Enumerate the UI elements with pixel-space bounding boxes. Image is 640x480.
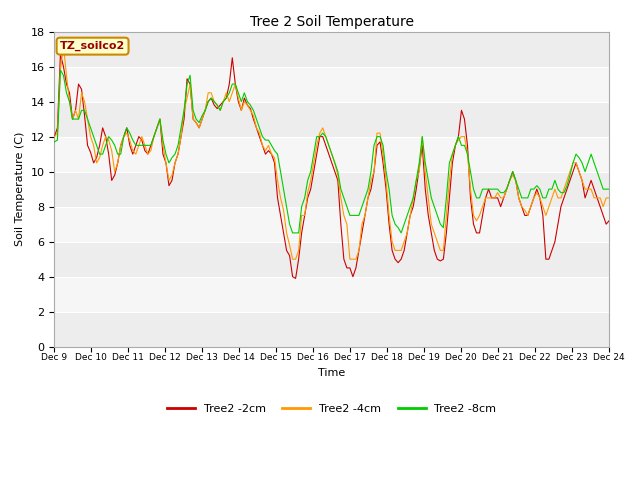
Tree2 -4cm	[60, 43, 67, 48]
Line: Tree2 -4cm: Tree2 -4cm	[54, 46, 609, 259]
Tree2 -4cm	[433, 239, 441, 244]
Bar	[54, 312, 609, 347]
Tree2 -4cm	[174, 151, 182, 157]
Tree2 -8cm	[171, 151, 179, 157]
Tree2 -4cm	[605, 195, 613, 201]
Tree2 -2cm	[174, 151, 182, 157]
Tree2 -8cm	[174, 143, 182, 148]
Tree2 -8cm	[515, 186, 523, 192]
Bar	[54, 172, 609, 207]
Bar	[54, 241, 609, 276]
Tree2 -2cm	[285, 253, 293, 259]
Tree2 -8cm	[433, 213, 441, 218]
Bar	[54, 102, 609, 137]
Tree2 -2cm	[433, 256, 441, 262]
Tree2 -4cm	[289, 256, 296, 262]
Bar	[54, 207, 609, 241]
Bar	[54, 137, 609, 172]
Tree2 -2cm	[141, 148, 148, 154]
Tree2 -2cm	[56, 51, 64, 57]
Line: Tree2 -8cm: Tree2 -8cm	[54, 70, 609, 233]
Bar	[54, 276, 609, 312]
Bar	[54, 32, 609, 67]
Legend: Tree2 -2cm, Tree2 -4cm, Tree2 -8cm: Tree2 -2cm, Tree2 -4cm, Tree2 -8cm	[163, 399, 501, 419]
Tree2 -4cm	[285, 242, 293, 248]
Tree2 -8cm	[56, 67, 64, 73]
Tree2 -8cm	[289, 230, 296, 236]
Title: Tree 2 Soil Temperature: Tree 2 Soil Temperature	[250, 15, 414, 29]
Tree2 -4cm	[51, 134, 58, 140]
Tree2 -2cm	[515, 195, 523, 201]
Bar	[54, 67, 609, 102]
Tree2 -8cm	[51, 139, 58, 145]
X-axis label: Time: Time	[318, 368, 346, 378]
Y-axis label: Soil Temperature (C): Soil Temperature (C)	[15, 132, 25, 246]
Tree2 -8cm	[141, 143, 148, 148]
Tree2 -2cm	[51, 134, 58, 140]
Tree2 -2cm	[171, 160, 179, 166]
Tree2 -4cm	[171, 160, 179, 166]
Text: TZ_soilco2: TZ_soilco2	[60, 41, 125, 51]
Tree2 -4cm	[141, 143, 148, 148]
Tree2 -2cm	[292, 276, 300, 281]
Tree2 -8cm	[285, 221, 293, 227]
Line: Tree2 -2cm: Tree2 -2cm	[54, 54, 609, 278]
Tree2 -4cm	[515, 195, 523, 201]
Tree2 -8cm	[605, 186, 613, 192]
Tree2 -2cm	[605, 218, 613, 224]
